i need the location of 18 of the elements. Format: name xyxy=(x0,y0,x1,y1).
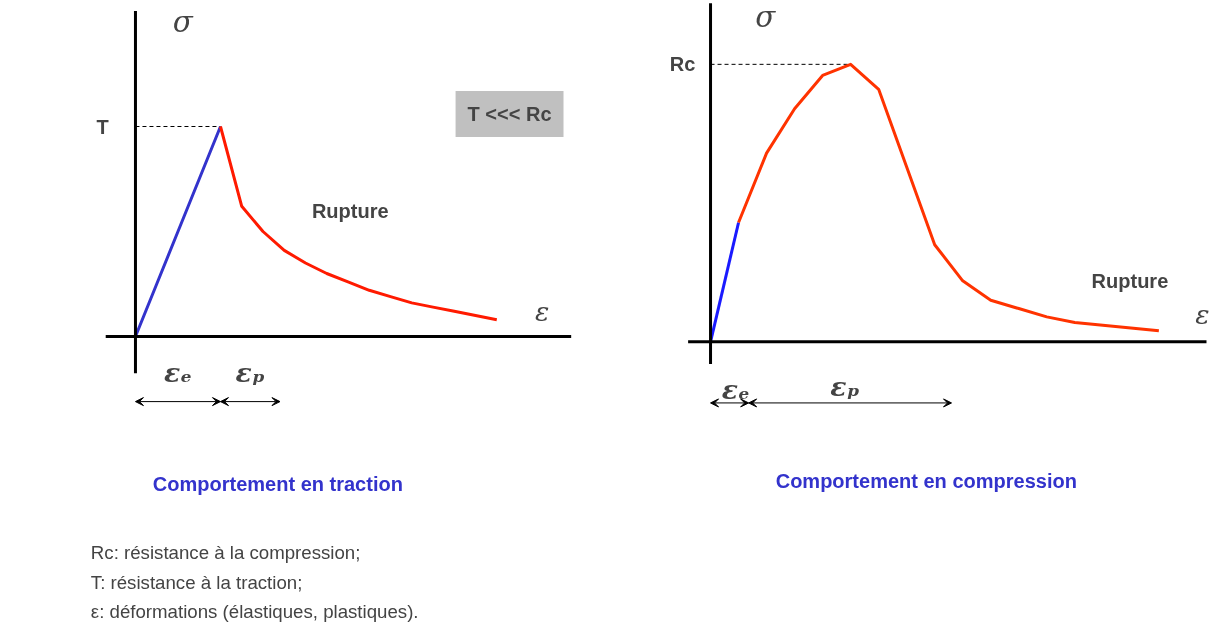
annotation: Rupture xyxy=(1091,269,1169,292)
text: Comportement en compression xyxy=(775,469,1077,492)
ref-line-label: T xyxy=(96,115,109,138)
y-axis-title: σ xyxy=(755,0,777,35)
annotation: Rupture xyxy=(311,199,389,222)
text: Rc: résistance à la compression; xyxy=(90,542,361,564)
y-axis-title: σ xyxy=(172,4,194,39)
text: ε: déformations (élastiques, plastiques). xyxy=(90,601,419,623)
x-axis-title: ε xyxy=(535,295,550,327)
text: T <<< Rc xyxy=(467,102,552,125)
text: Comportement en traction xyxy=(152,472,403,495)
text: εₑ xyxy=(163,356,193,388)
ref-line-label: Rc xyxy=(669,53,696,76)
text: εₚ xyxy=(830,370,860,402)
text: T: résistance à la traction; xyxy=(90,571,303,593)
text: εₚ xyxy=(235,356,265,388)
x-axis-title: ε xyxy=(1195,298,1210,330)
text: εₑ xyxy=(721,373,750,405)
